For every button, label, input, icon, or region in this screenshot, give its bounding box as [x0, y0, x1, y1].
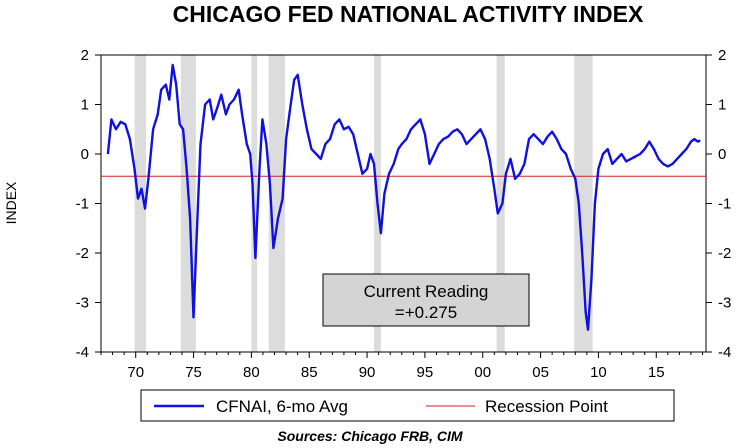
current-reading-label: Current Reading — [364, 282, 489, 301]
y-axis-label: INDEX — [3, 181, 19, 224]
chart-title: CHICAGO FED NATIONAL ACTIVITY INDEX — [173, 1, 644, 27]
y-tick-label-left: 1 — [81, 97, 89, 114]
legend-label-recession: Recession Point — [485, 397, 608, 416]
recession-band-6 — [496, 55, 505, 352]
x-tick-label: 85 — [301, 364, 318, 381]
y-tick-label-right: -3 — [718, 295, 731, 312]
y-tick-label-left: -2 — [76, 245, 89, 262]
y-axis: 2 2 1 1 0 0 -1 -1 -2 -2 -3 -3 -4 -4 — [76, 47, 732, 361]
y-tick-label-right: -1 — [718, 196, 731, 213]
x-tick-label: 90 — [359, 364, 376, 381]
source-note: Sources: Chicago FRB, CIM — [277, 428, 462, 444]
x-tick-label: 15 — [648, 364, 665, 381]
y-tick-label-left: -1 — [76, 196, 89, 213]
recession-band-1 — [134, 55, 147, 352]
series-line-cfnai — [106, 63, 701, 331]
y-tick-label-right: 2 — [718, 47, 726, 64]
x-tick-label: 10 — [590, 364, 607, 381]
y-tick-label-left: 0 — [81, 146, 89, 163]
y-tick-label-right: 0 — [718, 146, 726, 163]
legend-label-cfnai: CFNAI, 6-mo Avg — [216, 397, 348, 416]
x-tick-label: 75 — [185, 364, 202, 381]
legend: CFNAI, 6-mo Avg Recession Point — [140, 389, 675, 422]
current-reading-box: Current Reading =+0.275 — [322, 273, 530, 327]
y-tick-label-left: -3 — [76, 295, 89, 312]
y-tick-label-right: -4 — [718, 344, 731, 361]
x-tick-label: 80 — [243, 364, 260, 381]
x-tick-label: 95 — [417, 364, 434, 381]
y-tick-label-left: -4 — [76, 344, 89, 361]
recession-band-7 — [574, 55, 593, 352]
x-tick-label: 70 — [127, 364, 144, 381]
y-tick-label-right: -2 — [718, 245, 731, 262]
x-axis: 70 75 80 85 90 95 00 05 10 15 — [100, 352, 704, 381]
y-tick-label-right: 1 — [718, 97, 726, 114]
current-reading-value: =+0.275 — [395, 303, 457, 322]
x-tick-label: 00 — [474, 364, 491, 381]
x-tick-label: 05 — [532, 364, 549, 381]
y-tick-label-left: 2 — [81, 47, 89, 64]
recession-band-4 — [268, 55, 285, 352]
